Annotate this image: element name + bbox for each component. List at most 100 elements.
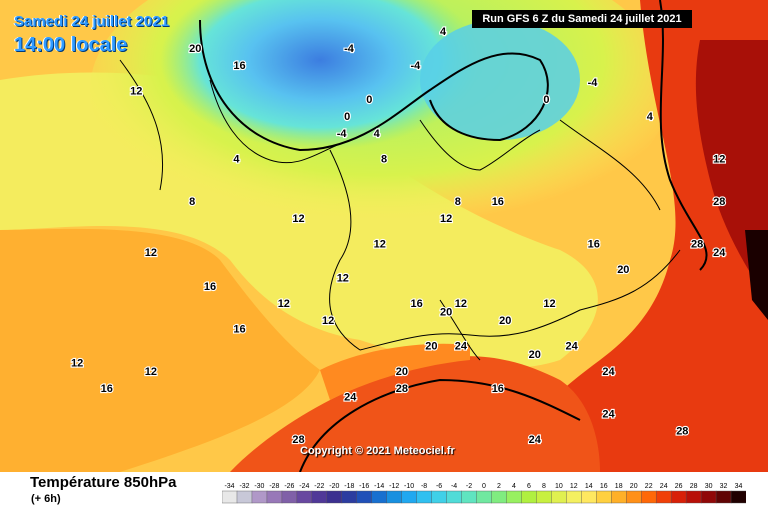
legend-tick-label: -20 [329, 483, 339, 490]
isotherm-value-label: -4 [588, 77, 599, 89]
isotherm-value-label: 24 [344, 392, 357, 404]
legend-color-swatch [416, 490, 433, 504]
legend-color-swatch [626, 490, 642, 504]
legend-color-swatch [700, 490, 717, 504]
legend-tick-label: 12 [570, 483, 578, 490]
legend-color-swatch [536, 490, 552, 504]
legend-color-swatch [596, 490, 612, 504]
color-scale-legend: -34 -32 -30 -28 -26 -24 -22 -20 -18 -16 -14 -12 -10-… [222, 483, 746, 504]
zone-black-east [745, 230, 768, 320]
isotherm-value-label: 24 [602, 366, 615, 378]
isotherm-value-label: 12 [337, 273, 349, 285]
legend-tick-label: 16 [600, 483, 608, 490]
isotherm-value-label: 16 [411, 298, 423, 310]
isotherm-value-label: -4 [344, 43, 355, 55]
isotherm-value-label: -4 [337, 128, 348, 140]
zone-cold-east [420, 20, 580, 140]
isotherm-value-label: 0 [344, 111, 350, 123]
isotherm-value-label: 24 [455, 341, 468, 353]
zone-orange-south [320, 343, 470, 400]
legend-tick-label: 10 [555, 483, 563, 490]
isotherm-value-label: 16 [588, 239, 600, 251]
legend-tick-label: 2 [497, 483, 501, 490]
legend-color-swatch [491, 490, 507, 504]
legend-tick-label: -2 [466, 483, 472, 490]
isotherm-value-label: 8 [455, 196, 461, 208]
legend-color-swatch [611, 490, 627, 504]
legend-tick-label: -26 [284, 483, 294, 490]
isotherm-value-label: 4 [233, 154, 240, 166]
isotherm-value-label: 16 [204, 281, 216, 293]
isotherm-value-label: 12 [440, 213, 452, 225]
legend-tick-label: -6 [436, 483, 442, 490]
legend-tick-label: -32 [239, 483, 249, 490]
legend-tick-label: -34 [224, 483, 234, 490]
isotherm-value-label: 8 [381, 154, 387, 166]
legend-tick-label: 24 [660, 483, 668, 490]
legend-color-swatch [551, 490, 567, 504]
legend-color-swatch [371, 490, 388, 504]
legend-tick-label: 6 [527, 483, 531, 490]
isotherm-value-label: 20 [617, 264, 629, 276]
legend-color-swatch [730, 490, 746, 504]
legend-tick-label: -4 [451, 483, 457, 490]
legend-tick-label: 32 [720, 483, 728, 490]
isotherm-value-label: 24 [566, 341, 579, 353]
legend-tick-label: -14 [374, 483, 384, 490]
isotherm-value-label: 12 [455, 298, 467, 310]
isotherm-value-label: 16 [233, 324, 245, 336]
isotherm-value-label: 28 [396, 383, 408, 395]
legend-color-swatch [281, 490, 298, 504]
isotherm-value-label: 12 [145, 247, 157, 259]
legend-tick-label: -10 [404, 483, 414, 490]
legend-tick-label: 34 [735, 483, 743, 490]
isotherm-value-label: 24 [602, 409, 615, 421]
legend-color-swatch [566, 490, 582, 504]
legend-color-swatch [506, 490, 522, 504]
legend-tick-label: 18 [615, 483, 623, 490]
isotherm-value-label: 16 [101, 383, 113, 395]
legend-tick-label: 26 [675, 483, 683, 490]
isotherm-value-label: 12 [374, 239, 386, 251]
isotherm-value-label: 16 [492, 383, 504, 395]
legend-tick-label: -18 [344, 483, 354, 490]
isotherm-value-label: 4 [440, 26, 447, 38]
isotherm-value-label: 12 [278, 298, 290, 310]
isotherm-value-label: 20 [529, 349, 541, 361]
forecast-date-title: Samedi 24 juillet 2021 [14, 13, 170, 30]
copyright-text: Copyright © 2021 Meteociel.fr [300, 445, 455, 457]
zone-red-south [230, 356, 600, 472]
isotherm-value-label: 20 [440, 307, 452, 319]
isotherm-value-label: 24 [529, 434, 542, 446]
legend-color-swatch [236, 490, 253, 504]
legend-tick-label: -24 [299, 483, 309, 490]
isotherm-value-label: 12 [292, 213, 304, 225]
isotherm-value-label: 8 [189, 196, 195, 208]
isotherm-value-label: 12 [543, 298, 555, 310]
isotherm-value-label: 28 [676, 426, 688, 438]
legend-color-swatch [431, 490, 448, 504]
legend-color-swatch [655, 490, 672, 504]
forecast-time-title: 14:00 locale [14, 34, 128, 56]
legend-color-swatch [641, 490, 657, 504]
legend-color-swatch [521, 490, 537, 504]
isotherm-value-label: 16 [233, 60, 245, 72]
isotherm-value-label: 4 [647, 111, 654, 123]
isotherm-value-label: 28 [713, 196, 725, 208]
legend-tick-label: 30 [705, 483, 713, 490]
legend-color-swatch [341, 490, 358, 504]
legend-tick-label: 0 [482, 483, 486, 490]
legend-color-swatch [401, 490, 418, 504]
isotherm-value-label: 28 [292, 434, 304, 446]
isotherm-value-label: 12 [713, 154, 725, 166]
isotherm-value-label: -4 [411, 60, 422, 72]
legend-color-swatch [581, 490, 597, 504]
isotherm-value-label: 12 [130, 86, 142, 98]
legend-tick-label: -30 [254, 483, 264, 490]
legend-color-swatch [251, 490, 268, 504]
isotherm-value-label: 20 [425, 341, 437, 353]
isotherm-value-label: 4 [374, 128, 381, 140]
isotherm-value-label: 16 [492, 196, 504, 208]
